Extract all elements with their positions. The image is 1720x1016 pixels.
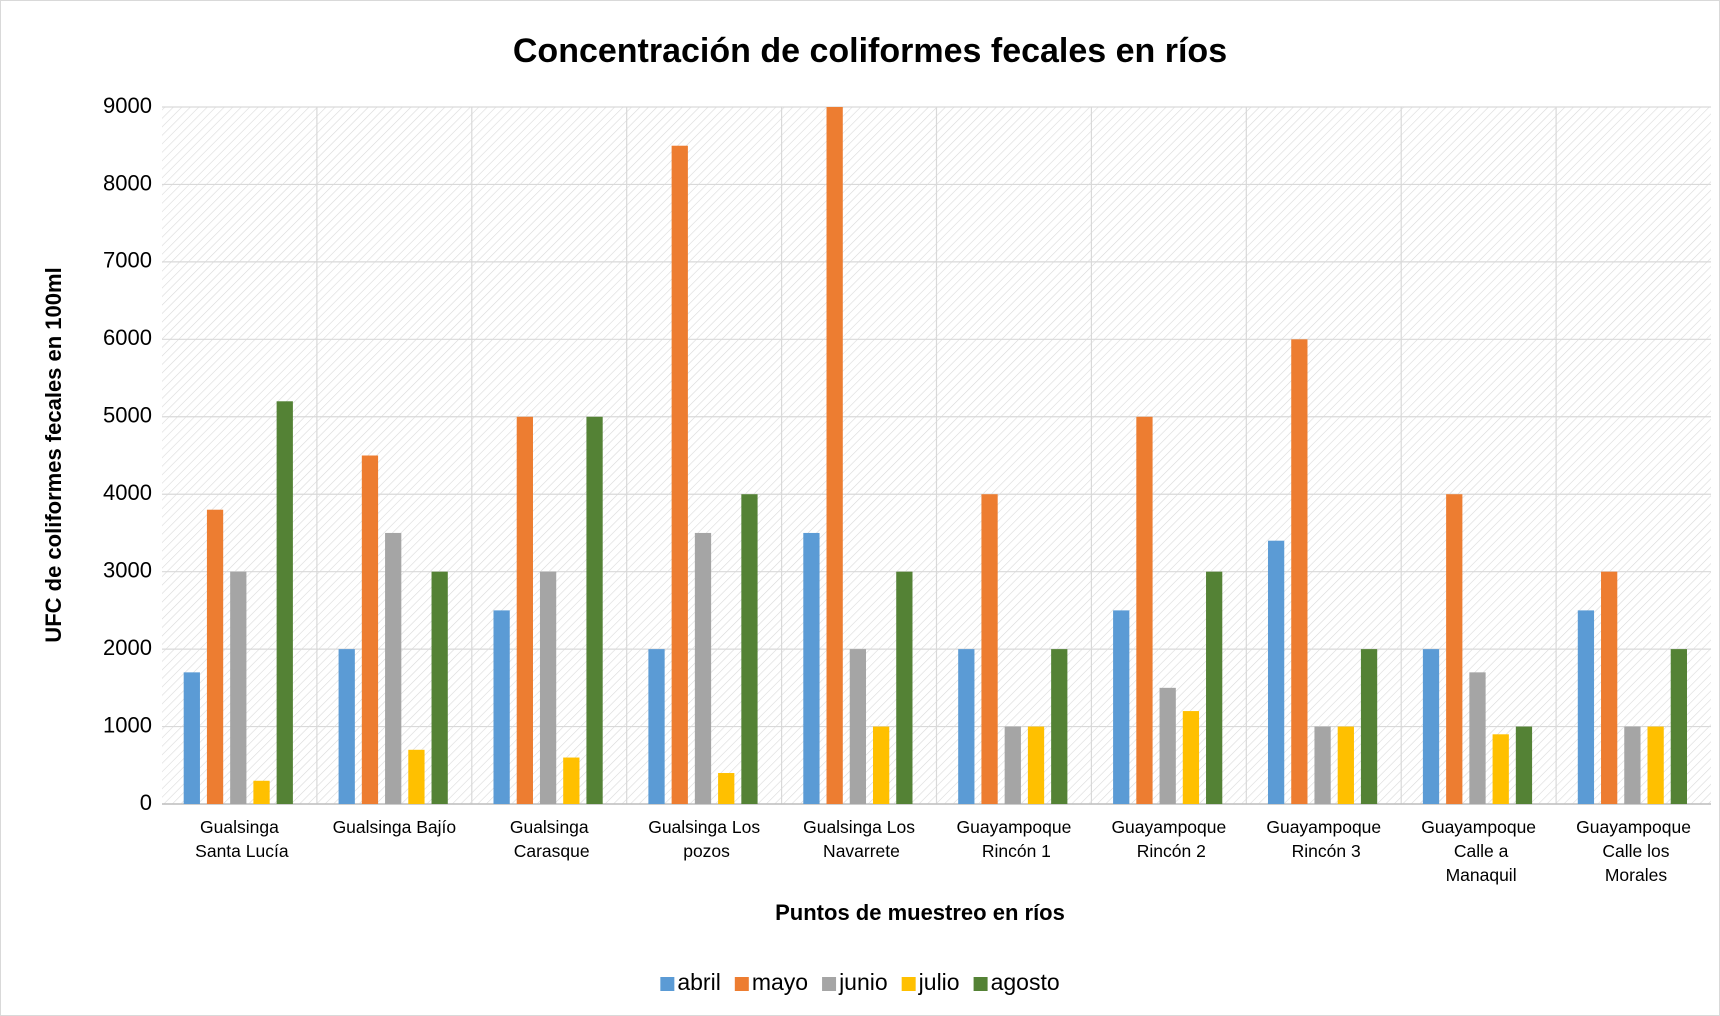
y-tick-label: 2000 — [103, 635, 152, 660]
bar — [1136, 416, 1153, 804]
x-tick-label: Gualsinga Los pozos — [648, 817, 760, 861]
bar — [206, 509, 224, 804]
bar — [718, 773, 735, 804]
y-tick-label: 0 — [140, 790, 152, 815]
chart-title: Concentración de coliformes fecales en r… — [513, 32, 1227, 70]
bar — [896, 571, 913, 804]
bar — [1601, 571, 1618, 804]
legend: abril mayo junio julio agosto — [660, 969, 1060, 995]
bar — [361, 455, 379, 804]
bar — [1206, 571, 1223, 804]
x-tick-label: Guayampoque Rincón 2 — [1111, 817, 1226, 861]
bar — [1515, 726, 1533, 804]
bar — [849, 649, 867, 804]
y-tick-label: 4000 — [103, 480, 152, 505]
y-tick-label: 8000 — [103, 170, 152, 195]
bar — [408, 749, 425, 804]
bar — [1647, 726, 1664, 804]
bar — [958, 649, 975, 804]
bar — [1670, 649, 1687, 804]
y-tick-label: 5000 — [103, 403, 152, 428]
legend-label: abril — [677, 969, 720, 995]
bar — [981, 494, 998, 804]
bar — [1291, 339, 1308, 804]
bar — [431, 571, 448, 804]
legend-swatch — [660, 977, 675, 991]
y-tick-label: 7000 — [103, 248, 152, 273]
bar — [1624, 726, 1641, 804]
bar — [516, 416, 533, 804]
bar — [563, 757, 580, 804]
x-axis-title: Puntos de muestreo en ríos — [775, 900, 1065, 925]
bar — [1267, 540, 1285, 804]
bar — [694, 532, 712, 804]
legend-label: agosto — [991, 969, 1060, 995]
y-tick-label: 9000 — [103, 93, 152, 118]
bar — [586, 416, 603, 804]
bar — [1446, 494, 1463, 804]
bar — [826, 107, 843, 804]
y-tick-label: 6000 — [103, 325, 152, 350]
bar — [671, 145, 688, 804]
x-tick-label: Guayampoque Calle los Morales — [1576, 817, 1691, 885]
bar — [648, 649, 665, 804]
bar — [1182, 711, 1200, 804]
bar — [1469, 672, 1486, 804]
bar — [741, 494, 758, 804]
bar — [1113, 610, 1130, 804]
bar — [1577, 610, 1595, 804]
bar — [253, 780, 270, 804]
bar — [1051, 649, 1068, 804]
x-tick-label: Gualsinga Santa Lucía — [190, 817, 289, 861]
bar — [1337, 726, 1354, 804]
bar — [276, 401, 293, 804]
legend-swatch — [822, 977, 837, 991]
legend-swatch — [734, 977, 749, 991]
bar — [385, 532, 402, 804]
bar — [183, 672, 200, 804]
bar — [1314, 726, 1331, 804]
bar — [1492, 734, 1509, 804]
x-tick-label: Guayampoque Rincón 3 — [1266, 817, 1381, 861]
bar — [1159, 687, 1176, 804]
legend-label: junio — [838, 969, 888, 995]
bar — [1360, 649, 1378, 804]
legend-swatch — [973, 977, 988, 991]
bar — [338, 649, 355, 804]
y-tick-label: 1000 — [103, 712, 152, 737]
x-tick-label: Gualsinga Bajío — [333, 817, 457, 837]
bar — [803, 532, 820, 804]
bar — [493, 610, 510, 804]
legend-label: mayo — [752, 969, 808, 995]
bar — [230, 571, 247, 804]
x-tick-label: Guayampoque Calle a Manaquil — [1421, 817, 1536, 885]
bar — [1027, 726, 1045, 804]
x-tick-label: Gualsinga Carasque — [509, 817, 590, 861]
x-tick-label: Gualsinga Los Navarrete — [803, 817, 915, 861]
legend-label: julio — [918, 969, 960, 995]
bar — [1422, 649, 1440, 804]
y-tick-label: 3000 — [103, 557, 152, 582]
bar — [872, 726, 890, 804]
bar — [539, 571, 557, 804]
y-axis-title: UFC de coliformes fecales en 100ml — [41, 267, 66, 642]
x-tick-label: Guayampoque Rincón 1 — [957, 817, 1072, 861]
legend-swatch — [901, 977, 916, 991]
bar — [1004, 726, 1021, 804]
